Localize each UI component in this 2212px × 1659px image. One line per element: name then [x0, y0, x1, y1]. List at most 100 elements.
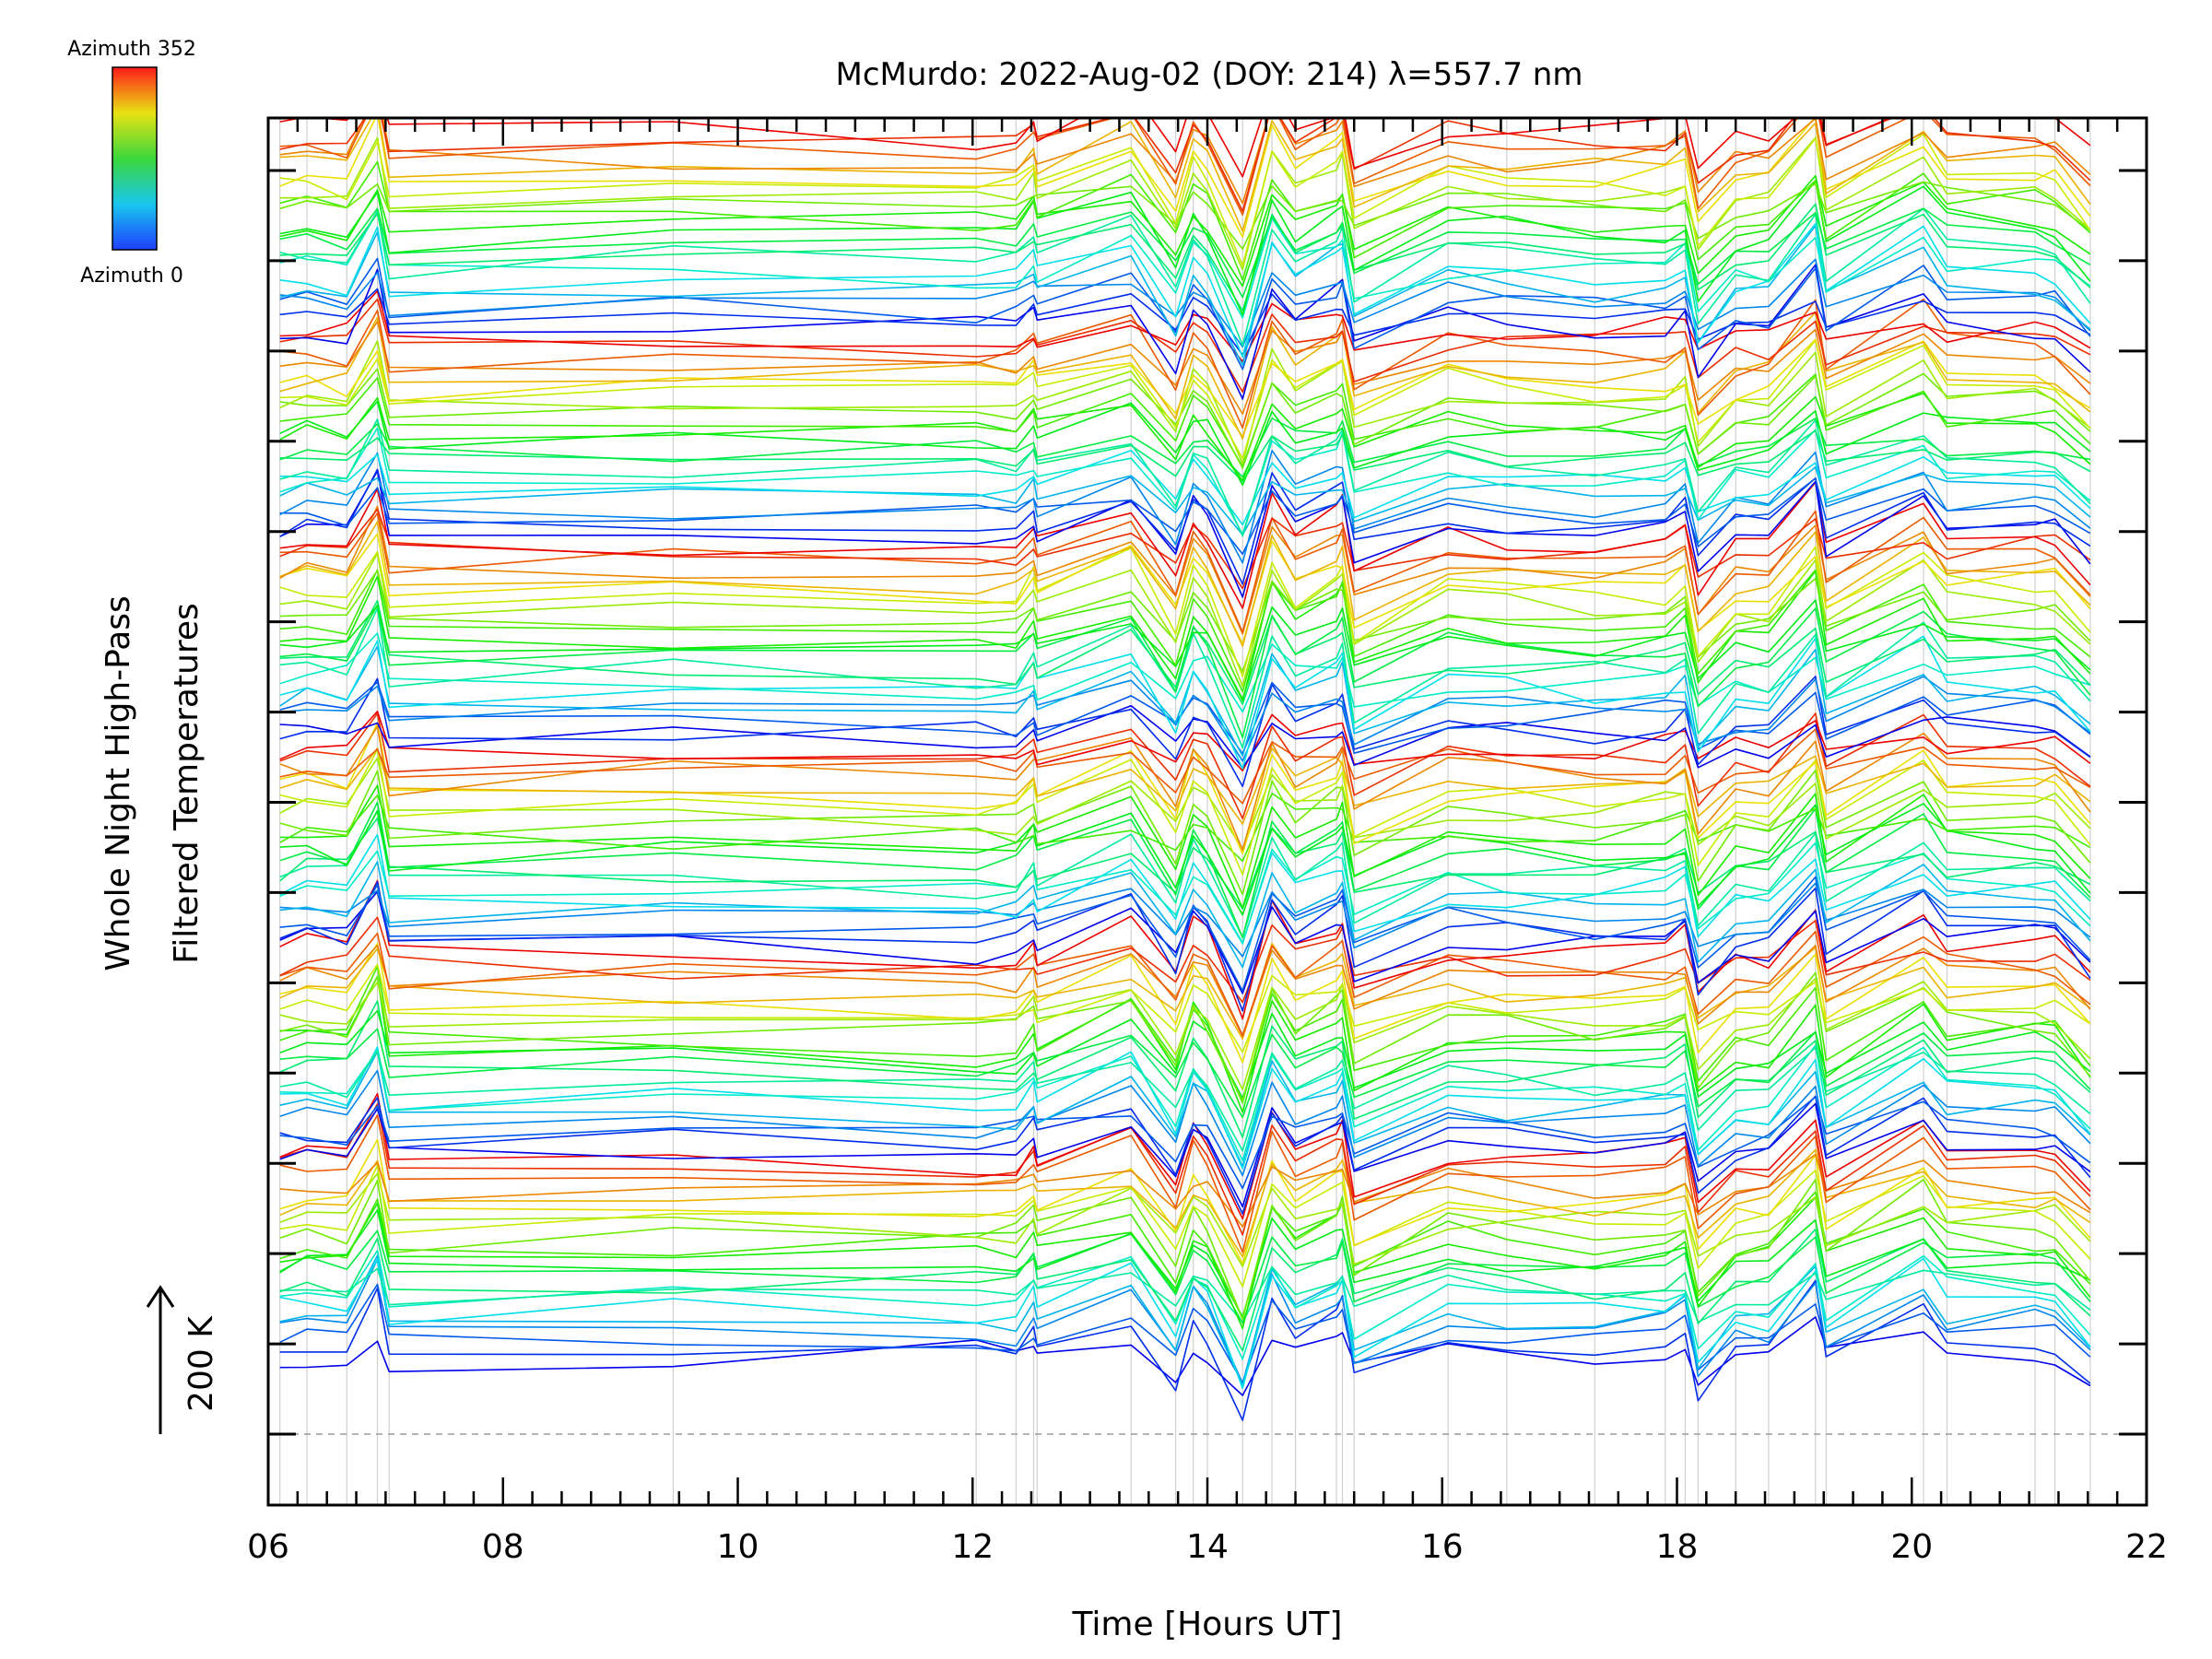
- series-line-112: [279, 257, 2091, 371]
- series-line-123: [279, 181, 2091, 251]
- series-line-94: [279, 427, 2091, 535]
- series-line-48: [279, 861, 2091, 969]
- x-tick-labels: 06 08 10 12 14 16 18 20 22: [247, 1528, 2168, 1566]
- series-line-129: [279, 118, 2091, 216]
- series-line-119: [279, 207, 2091, 299]
- series-line-41: [279, 930, 2091, 1037]
- x-tick-label: 06: [247, 1528, 289, 1566]
- scale-arrow: [146, 1285, 175, 1434]
- tick-layer: [266, 118, 2148, 1505]
- series-line-86: [279, 508, 2091, 590]
- series-line-127: [279, 118, 2091, 232]
- series-line-81: [279, 546, 2091, 677]
- series-line-21: [279, 1092, 2091, 1220]
- series-line-75: [279, 604, 2091, 739]
- series-line-131: [279, 118, 2091, 178]
- x-axis-label: Time [Hours UT]: [1072, 1606, 1343, 1643]
- series-line-40: [279, 944, 2091, 1038]
- series-line-68: [279, 681, 2091, 755]
- series-line-25: [279, 1069, 2091, 1177]
- series-line-13: [279, 1179, 2091, 1321]
- series-line-116: [279, 211, 2091, 319]
- series-line-18: [279, 1153, 2091, 1228]
- series-line-76: [279, 599, 2091, 700]
- x-tick-label: 14: [1186, 1528, 1229, 1566]
- colorbar: [112, 66, 158, 251]
- series-line-69: [279, 676, 2091, 762]
- series-line-108: [279, 298, 2091, 394]
- series-line-34: [279, 966, 2091, 1104]
- series-line-84: [279, 505, 2091, 635]
- x-tick-label: 22: [2125, 1528, 2168, 1566]
- x-tick-label: 20: [1890, 1528, 1933, 1566]
- scale-label: 200 K: [182, 1315, 220, 1412]
- series-line-23: [279, 1095, 2091, 1215]
- y-axis-label: Whole Night High-Pass Filtered Temperatu…: [100, 595, 206, 971]
- series-line-74: [279, 599, 2091, 705]
- series-line-38: [279, 942, 2091, 1064]
- series-line-65: [279, 710, 2091, 772]
- colorbar-top-label: Azimuth 352: [67, 38, 196, 61]
- series-line-79: [279, 570, 2091, 673]
- series-line-98: [279, 400, 2091, 487]
- series-line-117: [279, 207, 2091, 347]
- series-line-128: [279, 118, 2091, 205]
- series-line-95: [279, 418, 2091, 537]
- series-line-113: [279, 258, 2091, 348]
- series-line-80: [279, 552, 2091, 688]
- series-line-73: [279, 607, 2091, 749]
- series-line-90: [279, 477, 2091, 556]
- series-line-101: [279, 368, 2091, 469]
- series-line-51: [279, 809, 2091, 938]
- x-tick-label: 10: [717, 1528, 759, 1566]
- series-line-56: [279, 792, 2091, 863]
- series-line-125: [279, 133, 2091, 266]
- series-line-102: [279, 340, 2091, 465]
- series-line-20: [279, 1103, 2091, 1236]
- x-tick-label: 18: [1656, 1528, 1699, 1566]
- series-line-91: [279, 449, 2091, 564]
- series-line-2: [279, 1283, 2091, 1383]
- series-line-60: [279, 722, 2091, 855]
- x-tick-label: 08: [482, 1528, 524, 1566]
- series-line-62: [279, 725, 2091, 852]
- series-line-37: [279, 963, 2091, 1053]
- x-tick-label: 12: [951, 1528, 994, 1566]
- series-line-44: [279, 890, 2091, 994]
- x-tick-label: 16: [1421, 1528, 1464, 1566]
- series-line-31: [279, 1028, 2091, 1119]
- series-line-93: [279, 449, 2091, 526]
- series-line-3: [279, 1258, 2091, 1384]
- series-line-53: [279, 801, 2091, 939]
- series-line-27: [279, 1046, 2091, 1170]
- series-line-15: [279, 1164, 2091, 1288]
- series-line-104: [279, 338, 2091, 438]
- series-line-63: [279, 728, 2091, 805]
- series-line-5: [279, 1257, 2091, 1390]
- series-line-54: [279, 803, 2091, 916]
- series-line-28: [279, 1044, 2091, 1161]
- series-line-9: [279, 1230, 2091, 1324]
- series-line-106: [279, 321, 2091, 415]
- series-line-89: [279, 468, 2091, 585]
- colorbar-bottom-label: Azimuth 0: [80, 265, 183, 288]
- series-line-49: [279, 833, 2091, 944]
- series-line-78: [279, 569, 2091, 693]
- series-line-58: [279, 757, 2091, 850]
- chart-title: McMurdo: 2022-Aug-02 (DOY: 214) λ=557.7 …: [836, 56, 1583, 93]
- series-line-82: [279, 533, 2091, 645]
- series-line-33: [279, 975, 2091, 1113]
- y-axis-label-line1: Whole Night High-Pass: [100, 595, 137, 971]
- series-line-96: [279, 429, 2091, 483]
- series-line-57: [279, 770, 2091, 896]
- series-line-66: [279, 704, 2091, 770]
- series-line-10: [279, 1209, 2091, 1318]
- series-line-115: [279, 223, 2091, 359]
- series-line-83: [279, 521, 2091, 647]
- series-line-7: [279, 1265, 2091, 1324]
- series-line-109: [279, 289, 2091, 363]
- series-line-45: [279, 880, 2091, 1012]
- series-line-47: [279, 882, 2091, 958]
- series-line-26: [279, 1051, 2091, 1168]
